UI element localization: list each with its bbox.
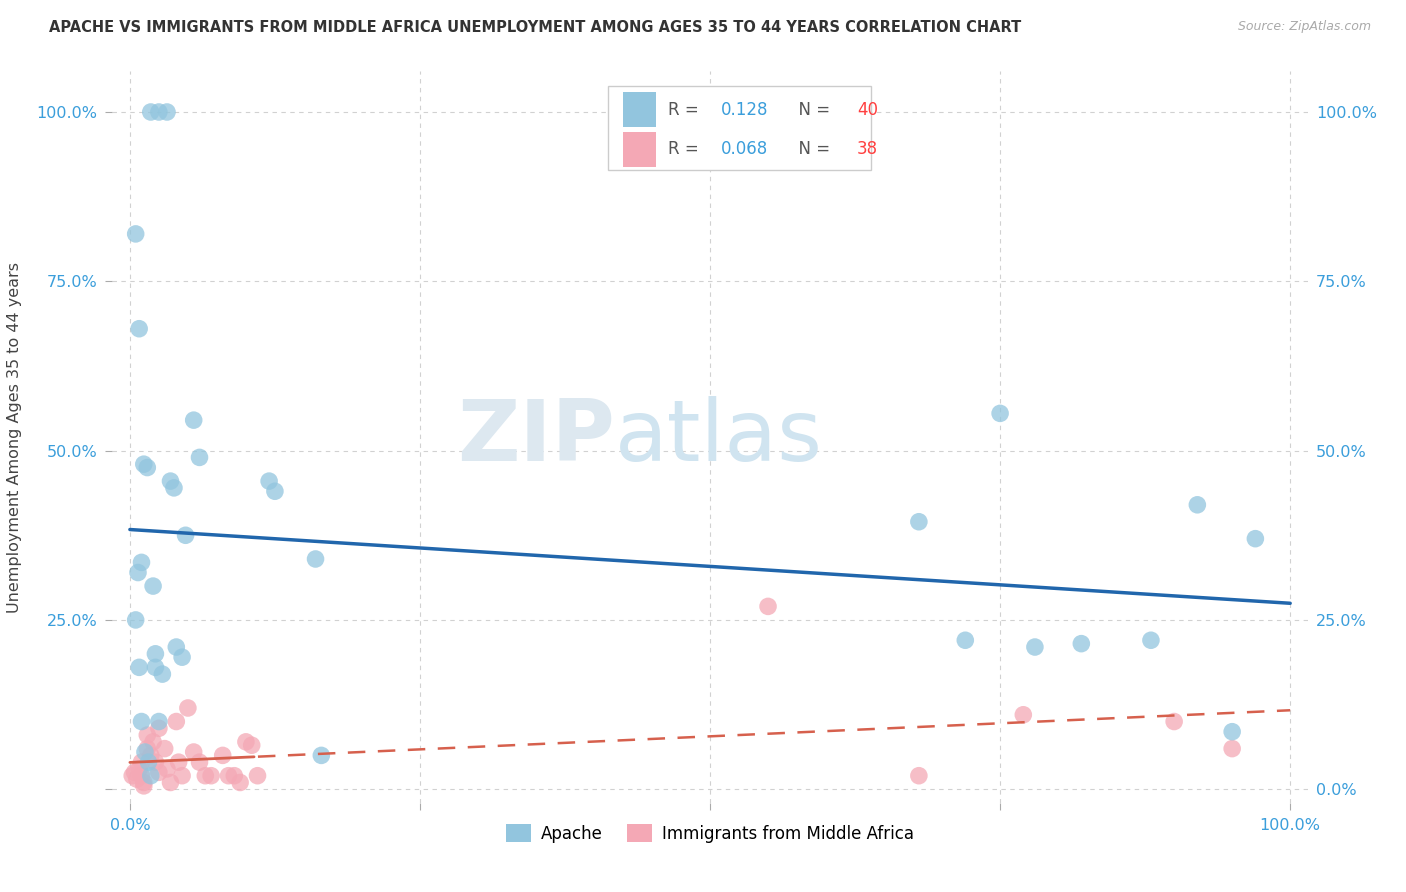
Point: [139, 105, 162, 120]
Point: [136, 460, 159, 475]
Text: APACHE VS IMMIGRANTS FROM MIDDLE AFRICA UNEMPLOYMENT AMONG AGES 35 TO 44 YEARS C: APACHE VS IMMIGRANTS FROM MIDDLE AFRICA …: [49, 20, 1022, 35]
FancyBboxPatch shape: [623, 131, 657, 167]
Point: [121, 769, 143, 783]
Point: [1024, 640, 1046, 654]
FancyBboxPatch shape: [609, 86, 872, 170]
Point: [188, 755, 211, 769]
Point: [1140, 633, 1163, 648]
Point: [153, 741, 176, 756]
Point: [1220, 724, 1243, 739]
Point: [125, 613, 148, 627]
Point: [264, 484, 287, 499]
Point: [218, 769, 240, 783]
Text: N =: N =: [787, 101, 835, 119]
Point: [194, 769, 217, 783]
Point: [955, 633, 977, 648]
Point: [128, 660, 150, 674]
Point: [224, 769, 246, 783]
Point: [304, 552, 326, 566]
Text: 0.128: 0.128: [721, 101, 768, 119]
Point: [229, 775, 252, 789]
Point: [908, 769, 931, 783]
Point: [131, 714, 153, 729]
Point: [145, 660, 167, 674]
Point: [142, 735, 165, 749]
Point: [139, 769, 162, 783]
Point: [246, 769, 269, 783]
Point: [235, 735, 257, 749]
Text: 40: 40: [858, 101, 877, 119]
Point: [150, 667, 173, 681]
Point: [131, 755, 153, 769]
Point: [165, 640, 187, 654]
FancyBboxPatch shape: [623, 92, 657, 127]
Point: [128, 322, 150, 336]
Text: atlas: atlas: [614, 395, 823, 479]
Point: [1220, 741, 1243, 756]
Point: [1244, 532, 1267, 546]
Point: [145, 755, 167, 769]
Point: [132, 775, 155, 789]
Point: [163, 481, 186, 495]
Point: [132, 457, 155, 471]
Point: [145, 647, 167, 661]
Point: [136, 741, 159, 756]
Text: Source: ZipAtlas.com: Source: ZipAtlas.com: [1237, 20, 1371, 33]
Point: [131, 555, 153, 569]
Point: [200, 769, 222, 783]
Point: [148, 765, 170, 780]
Legend: Apache, Immigrants from Middle Africa: Apache, Immigrants from Middle Africa: [499, 818, 921, 849]
Point: [240, 738, 263, 752]
Point: [156, 762, 179, 776]
Point: [756, 599, 779, 614]
Point: [134, 745, 156, 759]
Point: [1187, 498, 1209, 512]
Point: [148, 721, 170, 735]
Point: [211, 748, 233, 763]
Text: ZIP: ZIP: [457, 395, 614, 479]
Text: R =: R =: [668, 101, 704, 119]
Point: [132, 779, 155, 793]
Text: 38: 38: [858, 140, 879, 158]
Point: [257, 474, 280, 488]
Point: [136, 728, 159, 742]
Point: [142, 579, 165, 593]
Point: [167, 755, 190, 769]
Point: [183, 413, 205, 427]
Point: [908, 515, 931, 529]
Point: [188, 450, 211, 465]
Point: [1012, 707, 1035, 722]
Point: [138, 755, 160, 769]
Text: 0.068: 0.068: [721, 140, 768, 158]
Point: [159, 474, 181, 488]
Point: [148, 105, 170, 120]
Point: [159, 775, 181, 789]
Point: [311, 748, 333, 763]
Point: [1163, 714, 1185, 729]
Point: [988, 406, 1011, 420]
Point: [172, 650, 194, 665]
Point: [183, 745, 205, 759]
Point: [148, 714, 170, 729]
Point: [127, 566, 149, 580]
Point: [165, 714, 187, 729]
Point: [139, 748, 162, 763]
Point: [128, 762, 150, 776]
Point: [174, 528, 197, 542]
Text: N =: N =: [787, 140, 835, 158]
Text: R =: R =: [668, 140, 704, 158]
Point: [131, 769, 153, 783]
Point: [177, 701, 200, 715]
Point: [172, 769, 194, 783]
Point: [125, 227, 148, 241]
Point: [1070, 637, 1092, 651]
Point: [156, 105, 179, 120]
Y-axis label: Unemployment Among Ages 35 to 44 years: Unemployment Among Ages 35 to 44 years: [7, 261, 22, 613]
Point: [124, 765, 146, 780]
Point: [125, 772, 148, 786]
